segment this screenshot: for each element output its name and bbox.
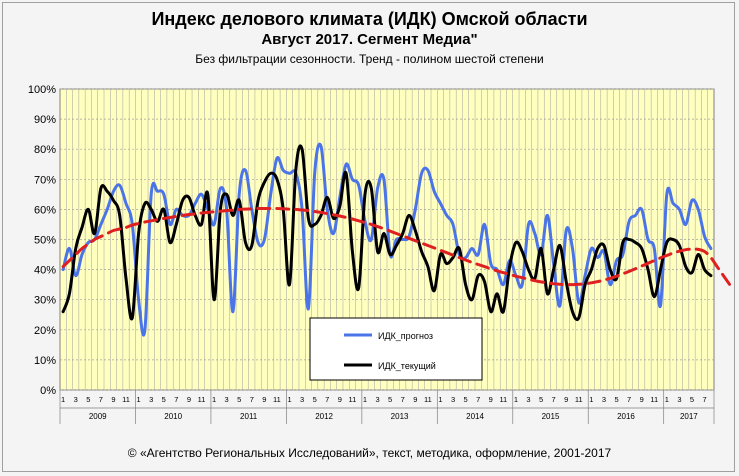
x-month-tick-label: 11: [499, 395, 507, 404]
x-month-tick-label: 3: [225, 395, 229, 404]
x-month-tick-label: 3: [375, 395, 379, 404]
x-month-tick-label: 7: [627, 395, 631, 404]
x-month-tick-label: 5: [614, 395, 618, 404]
y-tick-label: 20%: [34, 325, 56, 337]
x-month-tick-label: 9: [413, 395, 417, 404]
x-month-tick-label: 5: [539, 395, 543, 404]
x-year-label: 2013: [391, 412, 409, 421]
legend-label: ИДК_текущий: [378, 361, 436, 371]
x-year-label: 2012: [315, 412, 333, 421]
x-year-label: 2011: [240, 412, 258, 421]
y-tick-label: 50%: [34, 235, 56, 247]
x-year-label: 2017: [680, 412, 698, 421]
x-month-tick-label: 3: [677, 395, 681, 404]
x-month-tick-label: 3: [74, 395, 78, 404]
x-month-tick-label: 5: [86, 395, 90, 404]
x-month-tick-label: 11: [198, 395, 206, 404]
chart-title: Индекс делового климата (ИДК) Омской обл…: [151, 9, 588, 29]
x-month-tick-label: 1: [589, 395, 593, 404]
x-month-tick-label: 7: [174, 395, 178, 404]
x-year-label: 2014: [466, 412, 484, 421]
x-month-tick-label: 9: [489, 395, 493, 404]
x-month-tick-label: 9: [640, 395, 644, 404]
x-month-tick-label: 5: [690, 395, 694, 404]
y-tick-label: 60%: [34, 204, 56, 216]
x-month-tick-label: 5: [313, 395, 317, 404]
y-tick-label: 40%: [34, 265, 56, 277]
x-month-tick-label: 1: [287, 395, 291, 404]
x-month-tick-label: 1: [438, 395, 442, 404]
x-month-tick-label: 9: [187, 395, 191, 404]
x-month-tick-label: 3: [526, 395, 530, 404]
chart-subtitle: Август 2017. Сегмент Медиа": [261, 31, 478, 48]
x-month-tick-label: 1: [363, 395, 367, 404]
x-month-tick-label: 11: [575, 395, 583, 404]
x-month-tick-label: 9: [338, 395, 342, 404]
x-year-label: 2016: [617, 412, 635, 421]
legend-label: ИДК_прогноз: [378, 331, 433, 341]
copyright-footer: © «Агентство Региональных Исследований»,…: [127, 446, 612, 460]
x-month-tick-label: 3: [300, 395, 304, 404]
x-month-tick-label: 5: [388, 395, 392, 404]
x-month-tick-label: 5: [237, 395, 241, 404]
x-month-tick-label: 1: [514, 395, 518, 404]
x-year-label: 2010: [164, 412, 182, 421]
x-month-tick-label: 5: [162, 395, 166, 404]
x-month-tick-label: 1: [212, 395, 216, 404]
x-year-label: 2009: [89, 412, 107, 421]
y-tick-label: 10%: [34, 355, 56, 367]
x-month-tick-label: 9: [111, 395, 115, 404]
x-month-tick-label: 7: [99, 395, 103, 404]
x-month-tick-label: 1: [137, 395, 141, 404]
y-tick-label: 90%: [34, 114, 56, 126]
y-tick-label: 80%: [34, 144, 56, 156]
x-month-tick-label: 7: [552, 395, 556, 404]
x-month-tick-label: 3: [451, 395, 455, 404]
series-line-trend: [61, 206, 732, 287]
x-month-tick-label: 11: [122, 395, 130, 404]
series-line-idk-forecast: [61, 142, 713, 337]
y-tick-label: 70%: [34, 174, 56, 186]
y-tick-label: 30%: [34, 295, 56, 307]
x-month-tick-label: 7: [476, 395, 480, 404]
x-month-tick-label: 9: [262, 395, 266, 404]
y-tick-label: 0%: [40, 385, 56, 397]
x-month-tick-label: 7: [325, 395, 329, 404]
legend-box: [309, 317, 483, 381]
x-year-label: 2015: [542, 412, 560, 421]
x-month-tick-label: 11: [424, 395, 432, 404]
x-month-tick-label: 3: [602, 395, 606, 404]
x-month-tick-label: 5: [464, 395, 468, 404]
x-month-tick-label: 7: [250, 395, 254, 404]
x-month-tick-label: 1: [61, 395, 65, 404]
y-tick-label: 100%: [28, 84, 56, 96]
x-month-tick-label: 3: [149, 395, 153, 404]
x-month-tick-label: 7: [702, 395, 706, 404]
x-month-tick-label: 11: [273, 395, 281, 404]
x-month-tick-label: 11: [650, 395, 658, 404]
x-month-tick-label: 7: [401, 395, 405, 404]
chart-note: Без фильтрации сезонности. Тренд - полин…: [195, 52, 544, 66]
x-month-tick-label: 1: [665, 395, 669, 404]
x-month-tick-label: 11: [349, 395, 357, 404]
x-month-tick-label: 9: [564, 395, 568, 404]
series-line-idk-current: [61, 144, 713, 322]
